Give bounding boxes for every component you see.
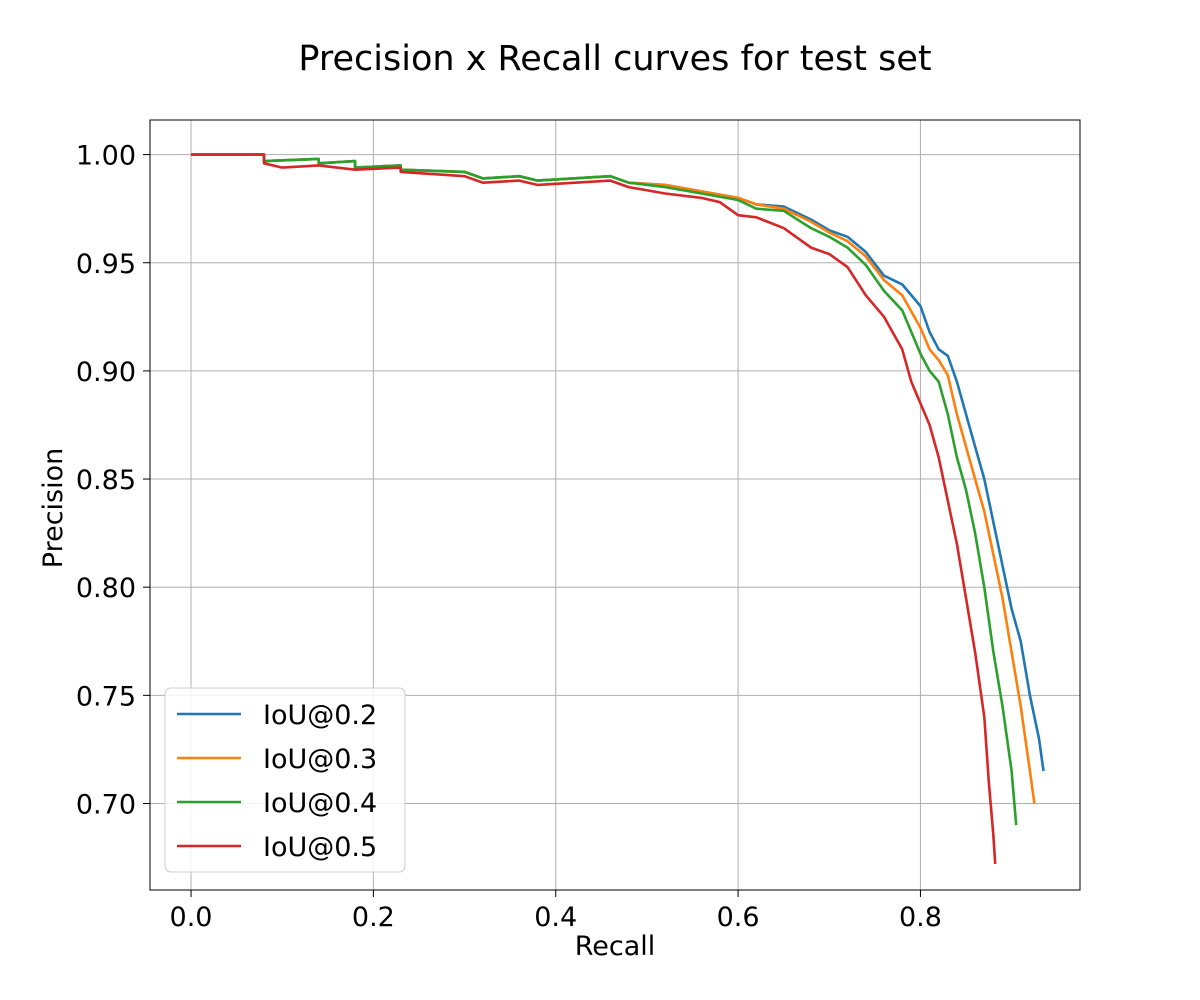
- series-line-iou-0-2: [191, 153, 1045, 772]
- legend-label: IoU@0.5: [263, 832, 377, 863]
- y-axis-label: Precision: [38, 448, 69, 568]
- chart-title: Precision x Recall curves for test set: [298, 39, 931, 79]
- y-tick-label: 0.80: [76, 573, 136, 604]
- y-tick-label: 0.75: [76, 681, 136, 712]
- legend-label: IoU@0.3: [263, 744, 377, 775]
- x-tick-label: 0.6: [717, 902, 760, 933]
- legend: IoU@0.2 IoU@0.3 IoU@0.4 IoU@0.5: [164, 687, 406, 873]
- y-tick-label: 0.70: [76, 789, 136, 820]
- y-axis: 0.70 0.75 0.80 0.85 0.90 0.95 1.00: [76, 141, 150, 820]
- y-tick-label: 1.00: [76, 141, 136, 172]
- x-axis: 0.0 0.2 0.4 0.6 0.8: [170, 890, 942, 933]
- x-tick-label: 0.2: [352, 902, 395, 933]
- series-line-iou-0-5: [191, 153, 997, 865]
- plot-frame: [149, 119, 1081, 891]
- x-tick-label: 0.4: [534, 902, 577, 933]
- series-line-iou-0-4: [191, 153, 1018, 826]
- x-axis-label: Recall: [575, 931, 656, 962]
- y-tick-label: 0.95: [76, 249, 136, 280]
- y-tick-label: 0.85: [76, 465, 136, 496]
- legend-label: IoU@0.2: [263, 700, 377, 731]
- x-tick-label: 0.0: [170, 902, 213, 933]
- series-layer: [191, 153, 1045, 865]
- legend-box: [164, 687, 406, 873]
- legend-label: IoU@0.4: [263, 788, 377, 819]
- y-tick-label: 0.90: [76, 357, 136, 388]
- x-tick-label: 0.8: [899, 902, 942, 933]
